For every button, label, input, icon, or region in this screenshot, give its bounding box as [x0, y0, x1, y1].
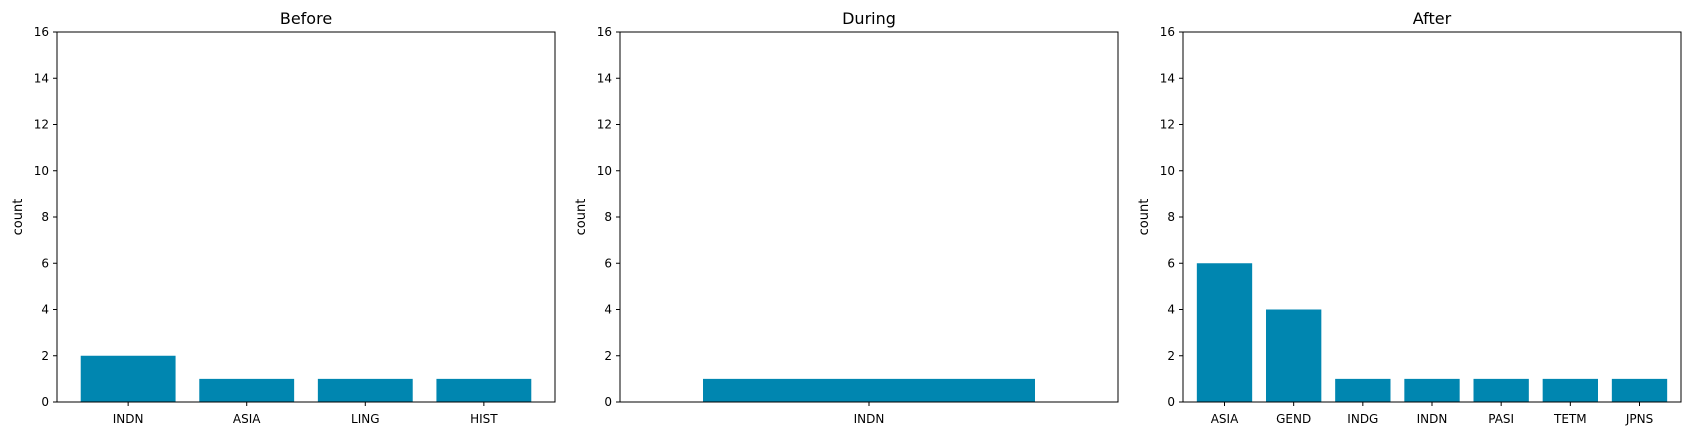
- x-tick-label: INDG: [1347, 412, 1378, 426]
- bar: [1473, 378, 1529, 402]
- x-tick-label: HIST: [470, 412, 498, 426]
- bar: [703, 378, 1035, 402]
- panel-title: During: [842, 9, 896, 28]
- x-tick-label: GEND: [1276, 412, 1311, 426]
- y-tick-label: 8: [604, 210, 612, 224]
- bar: [199, 378, 295, 402]
- ticks-group: INDN 0 2 4 6 8 10 12 14 16: [597, 25, 885, 426]
- x-tick-label: JPNS: [1625, 412, 1653, 426]
- plot-frame: [56, 31, 556, 403]
- panel-after: After count ASIA GEND INDG INDN PASI TETM JPNS…: [1137, 9, 1682, 426]
- panel-title: Before: [280, 9, 332, 28]
- bar: [1611, 378, 1668, 402]
- panel-title: After: [1413, 9, 1452, 28]
- y-tick-label: 10: [597, 164, 612, 178]
- panel-during: During count INDN 0 2 4 6 8 10 12 14 16: [574, 9, 1119, 426]
- y-tick-label: 6: [41, 256, 49, 270]
- bar: [317, 378, 413, 402]
- y-tick-label: 4: [1167, 303, 1175, 317]
- ticks-group: INDN ASIA LING HIST 0 2 4 6 8 10 12 14 16: [34, 25, 499, 426]
- plot-frame: [619, 31, 1119, 403]
- bar: [436, 378, 532, 402]
- y-tick-label: 2: [604, 349, 612, 363]
- y-tick-label: 4: [41, 303, 49, 317]
- y-tick-label: 16: [597, 25, 612, 39]
- y-tick-label: 16: [1160, 25, 1175, 39]
- y-axis-label: count: [574, 199, 589, 236]
- bar: [80, 355, 176, 402]
- bars-group: [703, 378, 1035, 402]
- y-tick-label: 6: [1167, 256, 1175, 270]
- y-tick-label: 10: [1160, 164, 1175, 178]
- y-tick-label: 14: [1160, 71, 1175, 85]
- bar: [1542, 378, 1598, 402]
- x-tick-label: INDN: [1417, 412, 1448, 426]
- y-tick-label: 4: [604, 303, 612, 317]
- x-tick-label: INDN: [113, 412, 144, 426]
- y-tick-label: 8: [1167, 210, 1175, 224]
- panel-before: Before count INDN ASIA LING HIST 0 2 4 6 8 10 12 14…: [11, 9, 556, 426]
- y-tick-label: 12: [1160, 118, 1175, 132]
- bar: [1266, 309, 1322, 402]
- y-tick-label: 14: [597, 71, 612, 85]
- x-tick-label: LING: [351, 412, 380, 426]
- y-tick-label: 16: [34, 25, 49, 39]
- y-tick-label: 0: [604, 395, 612, 409]
- y-axis-label: count: [11, 199, 26, 236]
- x-tick-label: ASIA: [233, 412, 261, 426]
- y-tick-label: 12: [34, 118, 49, 132]
- y-tick-label: 0: [1167, 395, 1175, 409]
- y-tick-label: 12: [597, 118, 612, 132]
- bar: [1404, 378, 1460, 402]
- y-tick-label: 6: [604, 256, 612, 270]
- bars-group: [80, 355, 532, 402]
- bar: [1196, 263, 1253, 402]
- bars-group: [1196, 263, 1668, 402]
- y-axis-label: count: [1137, 199, 1152, 236]
- y-tick-label: 2: [41, 349, 49, 363]
- x-tick-label: PASI: [1488, 412, 1514, 426]
- ticks-group: ASIA GEND INDG INDN PASI TETM JPNS 0 2 4 6 8 10 12 14 1…: [1160, 25, 1653, 426]
- bar: [1335, 378, 1391, 402]
- y-tick-label: 14: [34, 71, 49, 85]
- x-tick-label: TETM: [1553, 412, 1587, 426]
- x-tick-label: ASIA: [1211, 412, 1239, 426]
- y-tick-label: 8: [41, 210, 49, 224]
- x-tick-label: INDN: [854, 412, 885, 426]
- y-tick-label: 10: [34, 164, 49, 178]
- y-tick-label: 0: [41, 395, 49, 409]
- y-tick-label: 2: [1167, 349, 1175, 363]
- plot-frame: [1182, 31, 1682, 403]
